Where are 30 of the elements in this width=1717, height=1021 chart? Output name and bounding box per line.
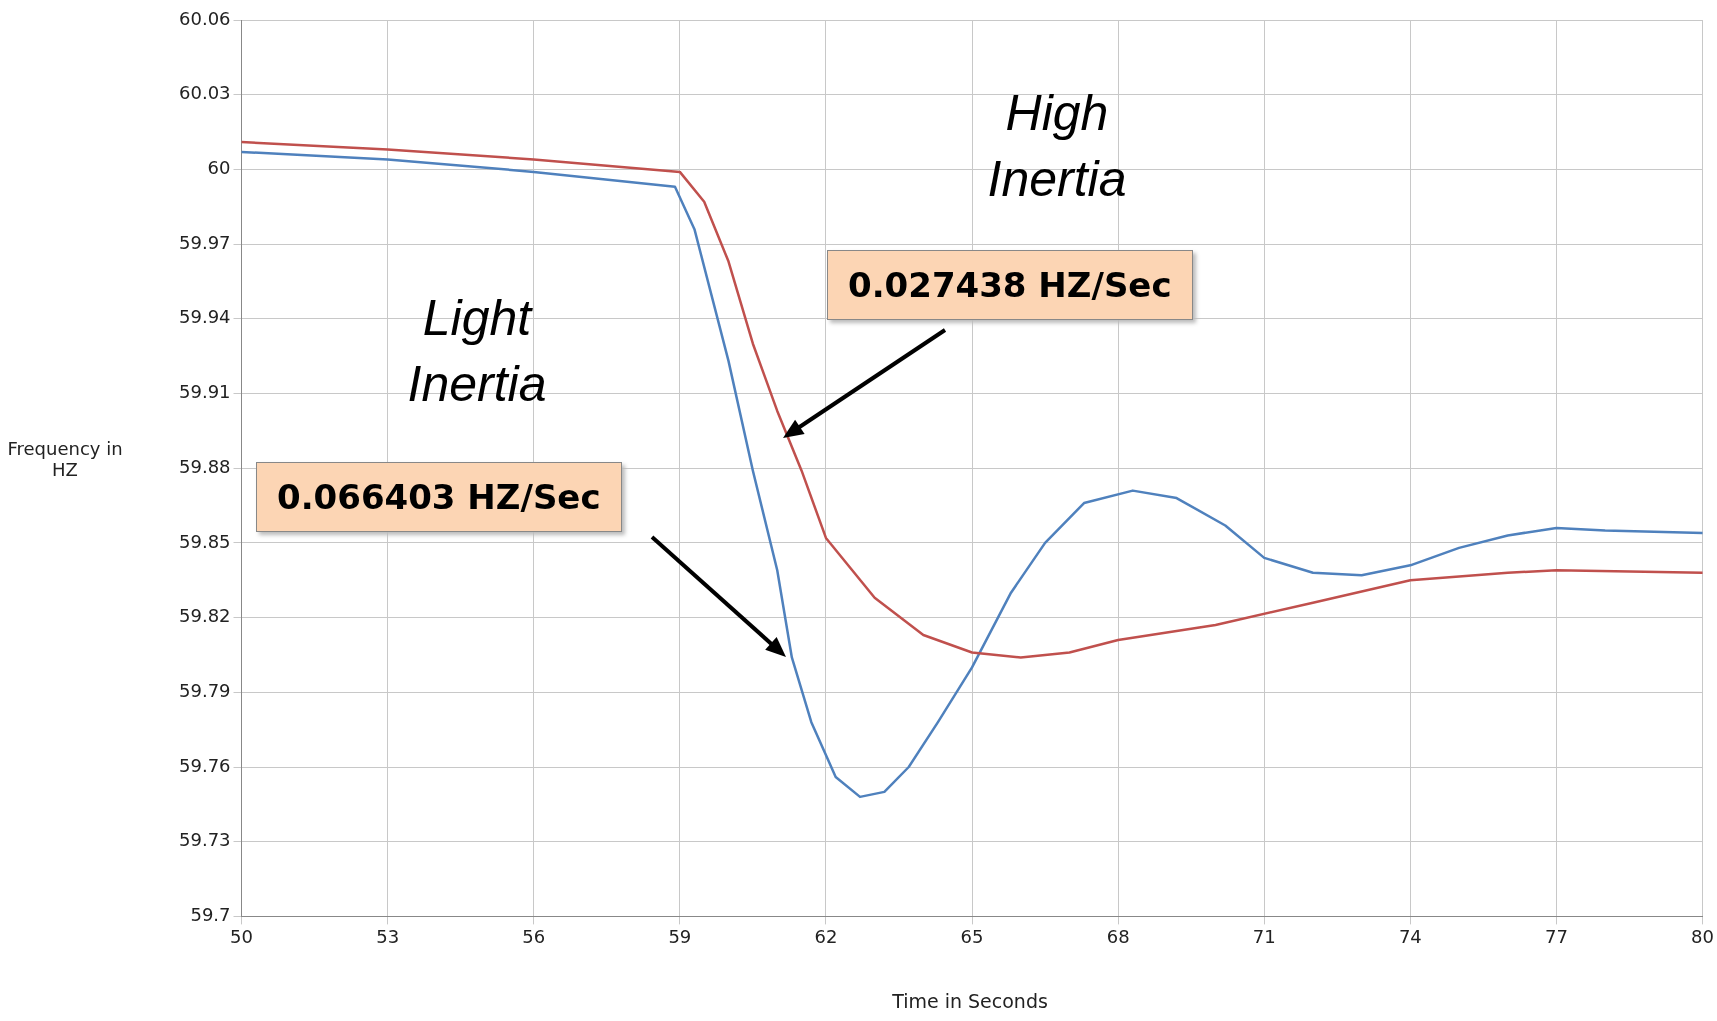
y-tick-label: 59.7 xyxy=(190,904,231,926)
annotation: 0.027438 HZ/Sec xyxy=(827,250,1193,320)
y-tick-label: 60.03 xyxy=(179,82,231,104)
x-tick-label: 74 xyxy=(1398,925,1422,947)
x-tick-label: 53 xyxy=(376,925,400,947)
x-tick-label: 59 xyxy=(668,925,692,947)
x-tick-label: 65 xyxy=(960,925,984,947)
y-tick-label: 59.82 xyxy=(179,605,231,627)
annotation: 0.066403 HZ/Sec xyxy=(256,462,622,532)
y-tick-label: 60.06 xyxy=(179,7,231,29)
y-tick-label: 59.91 xyxy=(179,381,231,403)
x-tick-label: 50 xyxy=(230,925,253,947)
x-axis-title: Time in Seconds xyxy=(891,990,1049,1012)
y-axis-title: Frequency in HZ xyxy=(6,438,124,480)
y-tick-label: 59.76 xyxy=(179,754,231,776)
x-tick-label: 56 xyxy=(522,925,546,947)
annotation: Light Inertia xyxy=(406,289,548,414)
annotation: High Inertia xyxy=(986,84,1128,209)
y-tick-label: 59.88 xyxy=(179,455,231,477)
x-tick-label: 77 xyxy=(1544,925,1568,947)
y-tick-label: 59.85 xyxy=(179,530,231,552)
y-tick-label: 59.97 xyxy=(179,231,231,253)
y-tick-label: 59.79 xyxy=(179,679,231,701)
x-tick-label: 80 xyxy=(1691,925,1714,947)
x-tick-label: 62 xyxy=(814,925,838,947)
y-tick-label: 59.73 xyxy=(179,829,231,851)
y-tick-label: 60 xyxy=(207,157,231,179)
y-tick-label: 59.94 xyxy=(179,306,231,328)
x-tick-label: 68 xyxy=(1106,925,1130,947)
x-tick-label: 71 xyxy=(1252,925,1276,947)
